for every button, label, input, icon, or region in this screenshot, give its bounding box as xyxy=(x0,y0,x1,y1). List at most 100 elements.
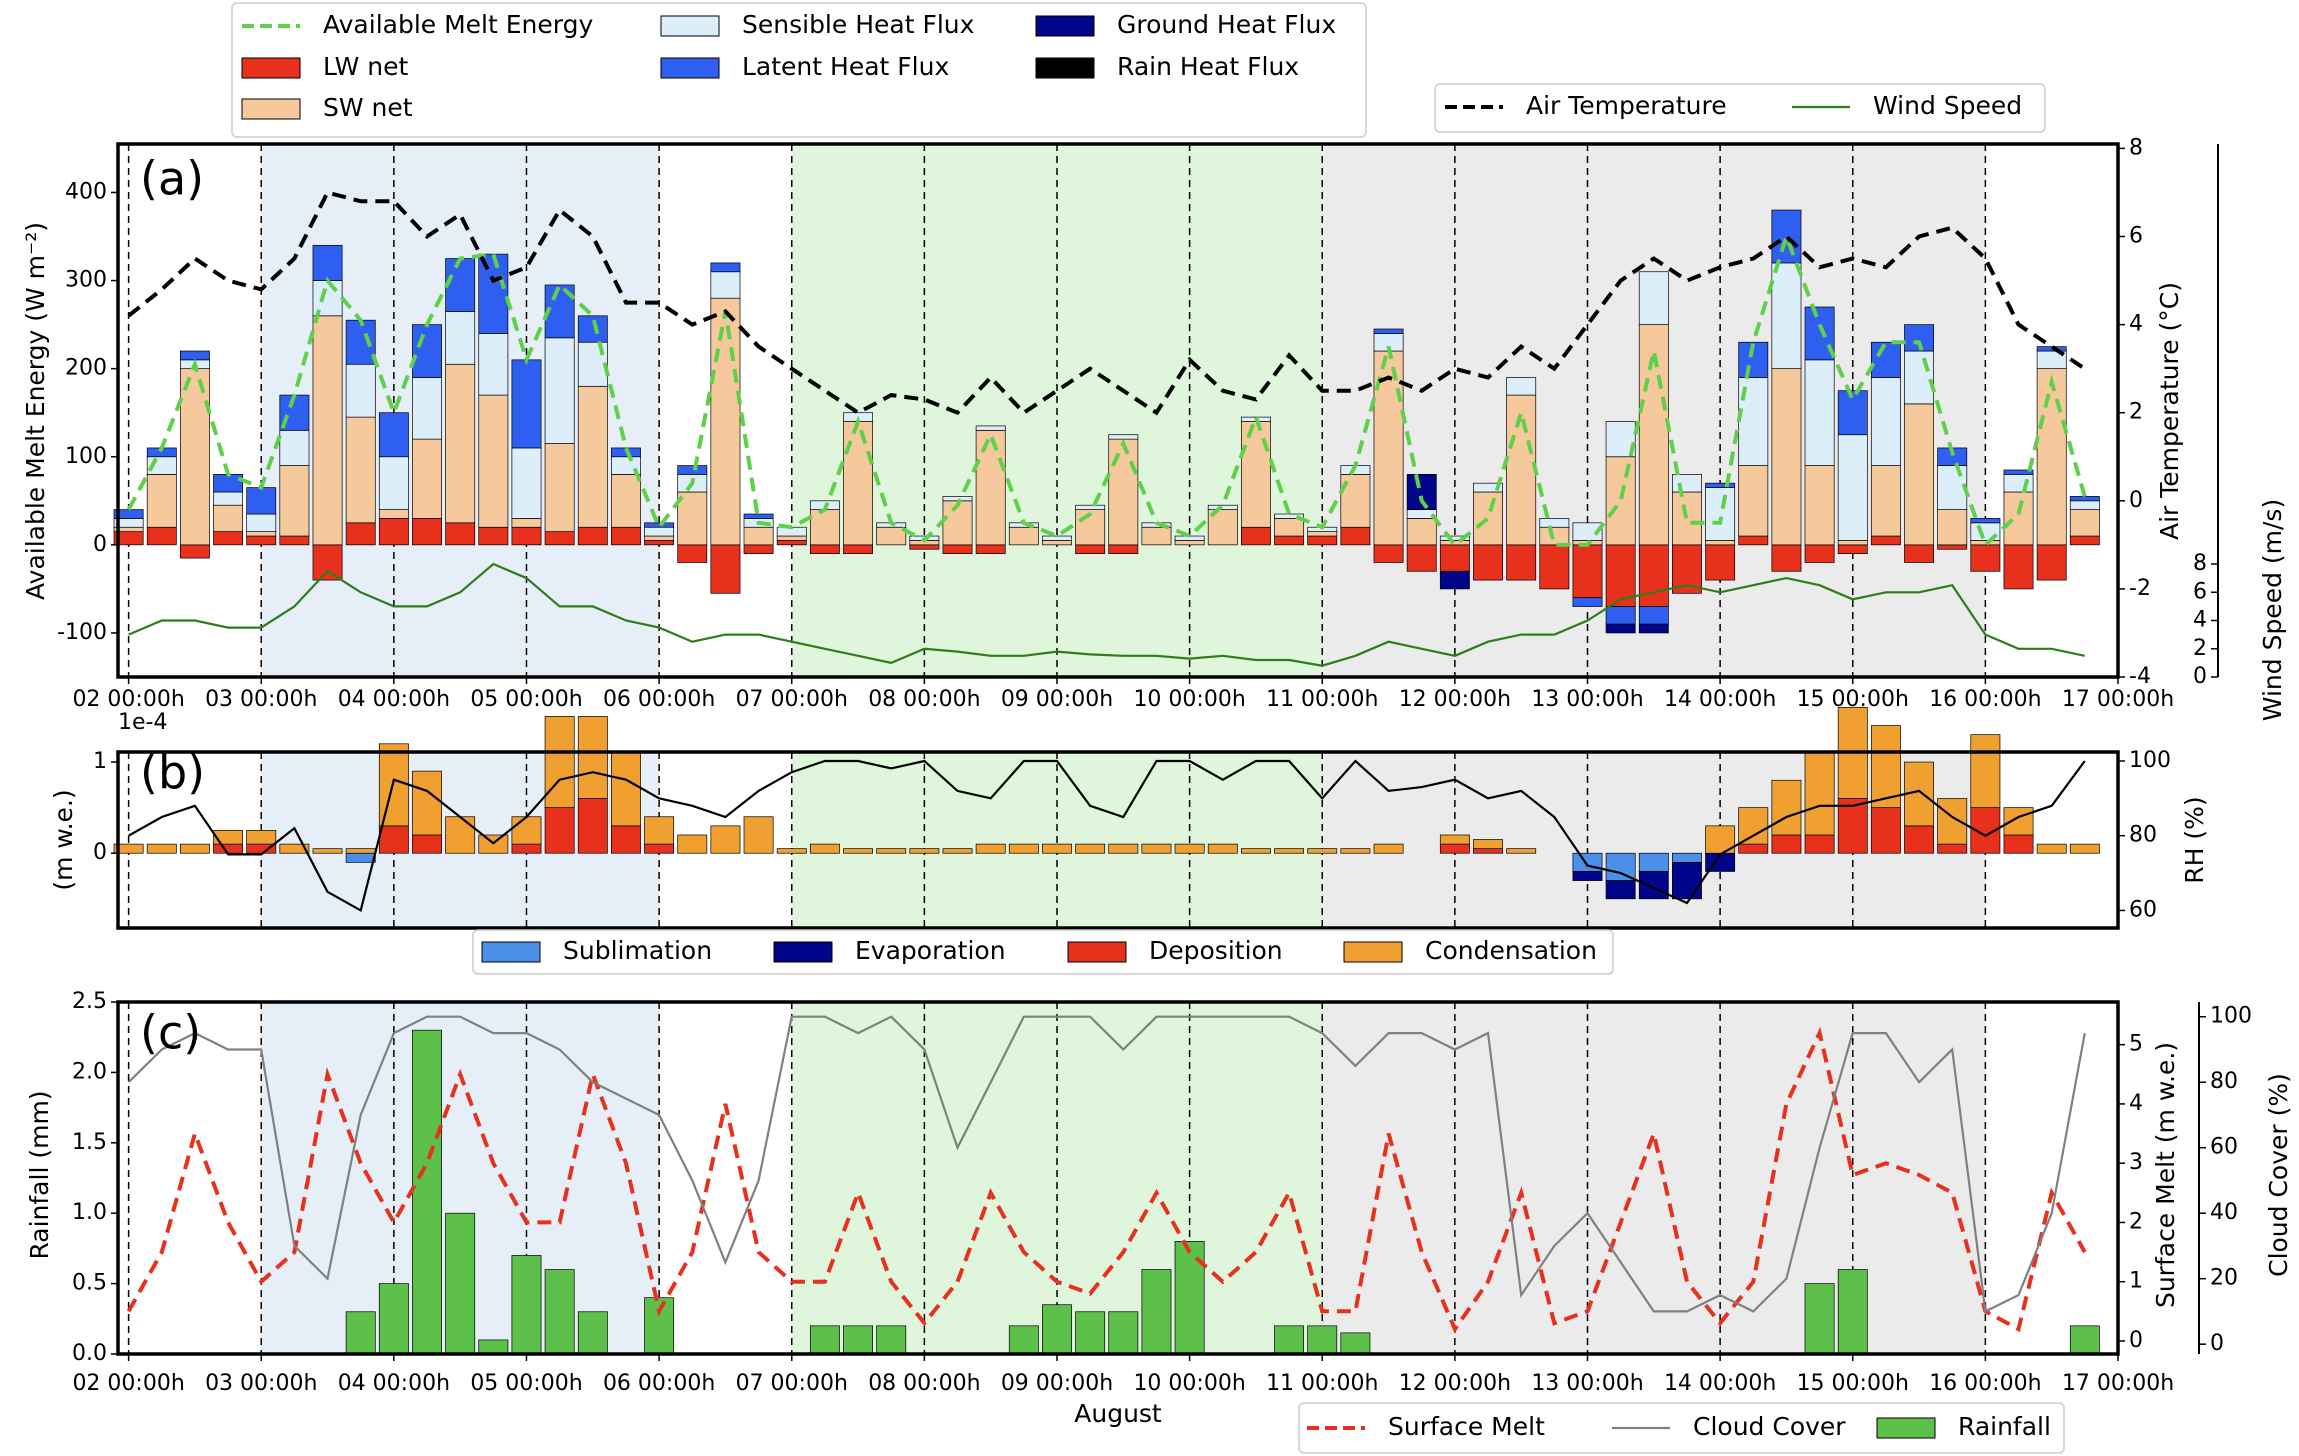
y3-tick-label: 6 xyxy=(2193,579,2207,604)
bar xyxy=(279,429,310,466)
bar xyxy=(445,363,476,524)
y2-tick-label: 5 xyxy=(2129,1032,2143,1057)
bar xyxy=(445,522,476,546)
legend-swatch xyxy=(481,941,541,963)
y-tick-label: 2.0 xyxy=(72,1059,107,1084)
legend-label: Cloud Cover xyxy=(1693,1412,1846,1441)
bar xyxy=(246,535,277,546)
bar xyxy=(1439,843,1470,854)
bar xyxy=(577,385,608,528)
bar xyxy=(577,1311,608,1355)
bar xyxy=(1837,540,1868,546)
bar xyxy=(445,816,476,854)
bar xyxy=(611,526,641,546)
bar xyxy=(1406,544,1437,572)
bar xyxy=(213,843,244,854)
bar xyxy=(312,848,343,854)
bar xyxy=(544,337,575,444)
bar xyxy=(1738,535,1769,546)
bar xyxy=(1373,328,1404,334)
y2-tick-label: 100 xyxy=(2129,748,2171,773)
legend-label: Surface Melt xyxy=(1388,1412,1545,1441)
bar xyxy=(412,1029,442,1355)
x-tick-label: 17 00:00h xyxy=(2062,1371,2174,1396)
bar xyxy=(1439,570,1470,590)
bar xyxy=(179,350,210,361)
bar xyxy=(445,258,476,312)
bar xyxy=(2003,474,2034,493)
bar xyxy=(345,522,376,546)
bar xyxy=(2069,843,2100,854)
bar xyxy=(577,526,608,546)
bar xyxy=(809,509,840,546)
bar xyxy=(843,1325,873,1355)
bar xyxy=(909,544,940,550)
y3-tick-label: 4 xyxy=(2193,608,2207,633)
bar xyxy=(2003,834,2034,854)
bar xyxy=(2003,807,2034,836)
bar xyxy=(1870,377,1901,466)
y3-axis-label: Cloud Cover (%) xyxy=(2264,1073,2293,1277)
bar xyxy=(1008,1325,1039,1355)
bar xyxy=(1672,491,1702,546)
x-tick-label: 04 00:00h xyxy=(338,1371,450,1396)
bar xyxy=(1837,798,1868,854)
y-axis-label: (m w.e.) xyxy=(49,789,78,890)
legend-swatch xyxy=(1876,1417,1936,1439)
bar xyxy=(1605,456,1636,546)
bar xyxy=(2069,500,2100,510)
bar xyxy=(1439,535,1470,541)
bar xyxy=(511,447,542,519)
legend-label: Latent Heat Flux xyxy=(742,52,949,81)
bar xyxy=(345,416,376,524)
bar xyxy=(577,315,608,343)
bar xyxy=(2069,509,2100,537)
legend-box xyxy=(1434,83,2046,133)
bar xyxy=(743,526,774,546)
x-tick-label: 11 00:00h xyxy=(1266,687,1378,712)
bar xyxy=(677,465,708,475)
bar xyxy=(809,843,840,854)
y2-tick-label: 3 xyxy=(2129,1150,2143,1175)
bar xyxy=(412,324,442,378)
bar xyxy=(843,421,873,546)
bar xyxy=(876,848,907,854)
bar xyxy=(710,271,741,299)
legend-label: Rainfall xyxy=(1958,1412,2051,1441)
bar xyxy=(246,513,277,532)
x-tick-label: 11 00:00h xyxy=(1266,1371,1378,1396)
bar xyxy=(1738,465,1769,537)
bar xyxy=(1274,535,1305,546)
bar xyxy=(975,429,1006,546)
y2-axis-label: Surface Melt (m w.e.) xyxy=(2151,1042,2180,1308)
bar xyxy=(378,1283,409,1355)
bar xyxy=(1307,531,1338,537)
y2-tick-label: -4 xyxy=(2129,664,2151,689)
bar xyxy=(146,843,177,854)
y3-tick-label: 80 xyxy=(2210,1069,2238,1094)
bar xyxy=(1837,1269,1868,1355)
y3-tick-label: 40 xyxy=(2210,1200,2238,1225)
x-tick-label: 12 00:00h xyxy=(1399,1371,1511,1396)
line xyxy=(126,230,2087,549)
bar xyxy=(1075,1311,1106,1355)
y-axis-label: Rainfall (mm) xyxy=(25,1090,54,1259)
bar xyxy=(677,544,708,563)
y2-tick-label: 2 xyxy=(2129,400,2143,425)
x-tick-label: 07 00:00h xyxy=(736,687,848,712)
bar xyxy=(1373,843,1404,854)
bar xyxy=(1473,482,1503,493)
y2-tick-label: 0 xyxy=(2129,488,2143,513)
plot-frame xyxy=(116,750,2120,930)
bar xyxy=(179,843,210,854)
bar xyxy=(644,1297,675,1355)
x-tick-label: 16 00:00h xyxy=(1929,687,2041,712)
bar xyxy=(2069,535,2100,546)
bar xyxy=(1970,544,2001,572)
x-tick-label: 05 00:00h xyxy=(470,687,582,712)
bar xyxy=(809,1325,840,1355)
bar xyxy=(1439,544,1470,572)
bar xyxy=(1141,526,1172,546)
